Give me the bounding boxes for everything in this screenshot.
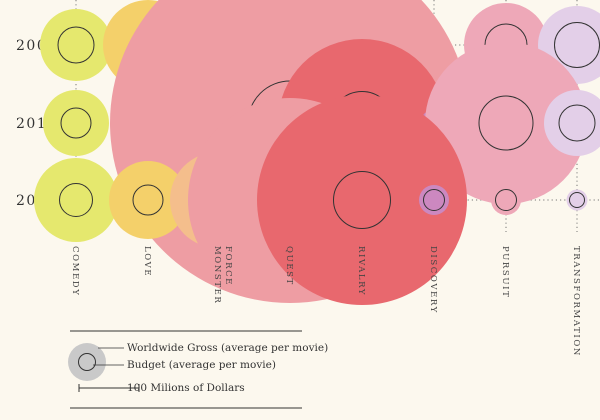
- gross-bubble-rivalry-2011: [257, 95, 467, 305]
- bubbles: [34, 0, 600, 305]
- gross-bubble-comedy-2011: [34, 158, 118, 242]
- budget-ring-rivalry-2011: [333, 171, 391, 229]
- gross-bubble-transformation-2010: [544, 90, 600, 156]
- category-label-quest: QUEST: [284, 246, 294, 286]
- legend: Worldwide Gross (average per movie) Budg…: [68, 330, 328, 409]
- category-label-love: LOVE: [142, 246, 152, 277]
- budget-ring-pursuit-2010: [478, 95, 534, 151]
- budget-ring-comedy-2011: [59, 183, 93, 217]
- legend-scale-bar: [78, 384, 140, 392]
- budget-ring-comedy-2009: [57, 26, 95, 64]
- legend-budget-label: Budget (average per movie): [127, 359, 276, 371]
- budget-ring-transformation-2010: [558, 104, 596, 142]
- legend-gross-label: Worldwide Gross (average per movie): [127, 342, 328, 354]
- gross-bubble-love-2011: [109, 161, 187, 239]
- category-label-discovery: DISCOVERY: [428, 246, 438, 314]
- gross-bubble-pursuit-2010: [425, 42, 587, 204]
- category-label-monster-force-0: MONSTER: [212, 246, 222, 304]
- category-label-rivalry: RIVALRY: [356, 246, 366, 296]
- legend-scale-label: 100 Milions of Dollars: [127, 382, 245, 394]
- gross-bubble-comedy-2009: [40, 9, 112, 81]
- budget-ring-transformation-2011: [569, 192, 585, 208]
- category-label-comedy: COMEDY: [70, 246, 80, 296]
- budget-ring-comedy-2010: [60, 107, 92, 139]
- legend-gross-circle: [68, 343, 106, 381]
- budget-ring-discovery-2011: [423, 189, 445, 211]
- legend-budget-circle: [78, 353, 96, 371]
- category-label-transformation: TRANSFORMATION: [571, 246, 581, 357]
- budget-ring-pursuit-2011: [495, 189, 517, 211]
- category-label-monster-force-1: FORCE: [223, 246, 233, 286]
- gross-bubble-comedy-2010: [43, 90, 109, 156]
- budget-ring-love-2011: [132, 184, 164, 216]
- category-label-pursuit: PURSUIT: [500, 246, 510, 298]
- category-labels: COMEDY LOVE MONSTER FORCE QUEST RIVALRY DISCOV…: [70, 246, 581, 357]
